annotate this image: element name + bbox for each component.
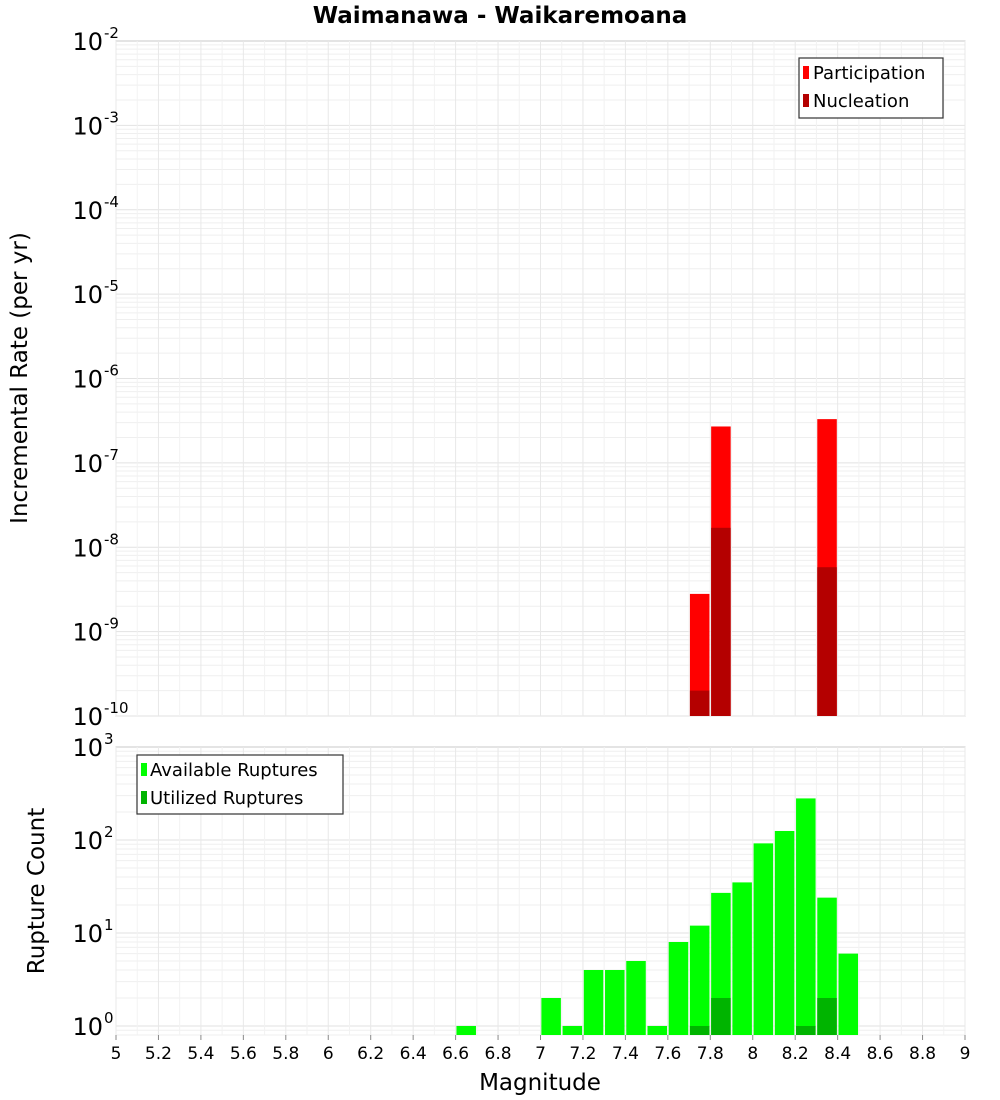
top-legend: Participation Nucleation [798, 57, 944, 119]
bottom-y-tick-exponent: 1 [104, 916, 114, 934]
top-legend-box [798, 57, 944, 119]
top-y-tick-exponent: -5 [104, 277, 119, 295]
bottom-y-tick-label: 10 [72, 734, 103, 762]
bottom-bar-primary [647, 1025, 668, 1035]
top-y-tick-label: 10 [72, 534, 103, 562]
top-y-tick-label: 10 [72, 703, 103, 731]
bottom-y-tick-label: 10 [72, 827, 103, 855]
bottom-bar-secondary [689, 1025, 710, 1035]
x-tick-label: 7.4 [612, 1044, 639, 1064]
bottom-bar-primary [626, 960, 646, 1035]
top-gridlines [115, 41, 966, 717]
x-tick-label: 6.6 [442, 1044, 469, 1064]
x-tick-label: 5.8 [272, 1044, 299, 1064]
top-bars [689, 419, 837, 716]
x-tick-label: 5.2 [145, 1044, 172, 1064]
top-y-tick-label: 10 [72, 28, 103, 56]
top-bar-secondary [817, 567, 837, 716]
x-tick-label: 7.2 [569, 1044, 596, 1064]
bottom-bar-primary [689, 925, 710, 1035]
top-bar-secondary [689, 690, 710, 716]
top-y-tick-label: 10 [72, 197, 103, 225]
x-tick-label: 8.2 [782, 1044, 809, 1064]
top-y-tick-label: 10 [72, 619, 103, 647]
x-tick-label: 8.6 [867, 1044, 894, 1064]
x-tick-label: 7.6 [654, 1044, 681, 1064]
top-panel: 10-210-310-410-510-610-710-810-910-10 In… [7, 24, 966, 731]
top-y-tick-exponent: -9 [104, 615, 119, 633]
x-tick-label: 9 [960, 1044, 971, 1064]
bottom-bar-secondary [817, 997, 837, 1035]
bottom-bar-primary [583, 969, 604, 1035]
x-tick-label: 5.6 [230, 1044, 257, 1064]
bottom-bars [456, 798, 859, 1035]
top-y-tick-label: 10 [72, 112, 103, 140]
top-y-tick-label: 10 [72, 281, 103, 309]
bottom-bar-primary [838, 953, 859, 1035]
top-y-tick-label: 10 [72, 450, 103, 478]
bottom-bar-secondary [796, 1025, 816, 1035]
bottom-y-axis-label: Rupture Count [24, 808, 50, 974]
bottom-bar-primary [562, 1025, 583, 1035]
top-y-tick-exponent: -8 [104, 530, 119, 548]
top-y-tick-exponent: -2 [104, 24, 119, 42]
top-bar-secondary [711, 527, 731, 716]
bottom-y-tick-label: 10 [72, 920, 103, 948]
bottom-bar-primary [668, 942, 689, 1035]
bottom-y-tick-exponent: 3 [104, 730, 114, 748]
legend-label-participation: Participation [813, 63, 925, 84]
bottom-gridlines [115, 747, 966, 1036]
bottom-bar-primary [753, 843, 774, 1035]
x-tick-label: 7 [535, 1044, 546, 1064]
bottom-legend: Available Ruptures Utilized Ruptures [136, 754, 344, 815]
x-tick-label: 8.8 [909, 1044, 936, 1064]
top-y-tick-exponent: -3 [104, 108, 119, 126]
x-ticks: 5 5.2 5.4 5.6 5.8 6 6.2 6.4 6.6 6.8 7 7.2 7.4 7.6 7.8 8… [111, 1035, 971, 1064]
x-tick-label: 6 [323, 1044, 334, 1064]
bottom-y-tick-exponent: 2 [104, 823, 114, 841]
x-tick-label: 6.8 [485, 1044, 512, 1064]
bottom-bar-primary [732, 882, 752, 1035]
x-tick-label: 6.4 [400, 1044, 427, 1064]
bottom-bar-primary [541, 997, 561, 1035]
x-tick-label: 7.8 [697, 1044, 724, 1064]
x-tick-label: 8 [747, 1044, 758, 1064]
chart-title: Waimanawa - Waikaremoana [313, 3, 688, 29]
x-axis-label: Magnitude [479, 1070, 601, 1096]
legend-label-available: Available Ruptures [150, 760, 318, 781]
top-y-axis-label: Incremental Rate (per yr) [7, 232, 33, 524]
top-y-tick-exponent: -10 [104, 699, 129, 717]
bottom-y-tick-label: 10 [72, 1013, 103, 1041]
bottom-bar-secondary [711, 997, 731, 1035]
top-y-tick-exponent: -4 [104, 193, 119, 211]
top-y-tick-label: 10 [72, 366, 103, 394]
x-tick-label: 5.4 [187, 1044, 214, 1064]
bottom-bar-primary [796, 798, 816, 1035]
x-tick-label: 8.4 [824, 1044, 851, 1064]
bottom-y-tick-exponent: 0 [104, 1009, 114, 1027]
bottom-legend-box [136, 754, 344, 815]
legend-swatch-available [141, 763, 147, 776]
top-y-tick-exponent: -6 [104, 362, 119, 380]
bottom-bar-primary [774, 830, 795, 1035]
legend-label-utilized: Utilized Ruptures [150, 788, 303, 809]
x-tick-label: 5 [111, 1044, 122, 1064]
legend-swatch-nucleation [803, 94, 809, 107]
bottom-bar-primary [605, 969, 625, 1035]
top-bar-primary [689, 593, 710, 716]
legend-label-nucleation: Nucleation [813, 91, 909, 112]
top-y-ticks: 10-210-310-410-510-610-710-810-910-10 [72, 24, 128, 731]
bottom-bar-primary [456, 1025, 476, 1035]
top-y-tick-exponent: -7 [104, 446, 119, 464]
x-tick-label: 6.2 [357, 1044, 384, 1064]
legend-swatch-utilized [141, 791, 147, 804]
legend-swatch-participation [803, 66, 809, 79]
